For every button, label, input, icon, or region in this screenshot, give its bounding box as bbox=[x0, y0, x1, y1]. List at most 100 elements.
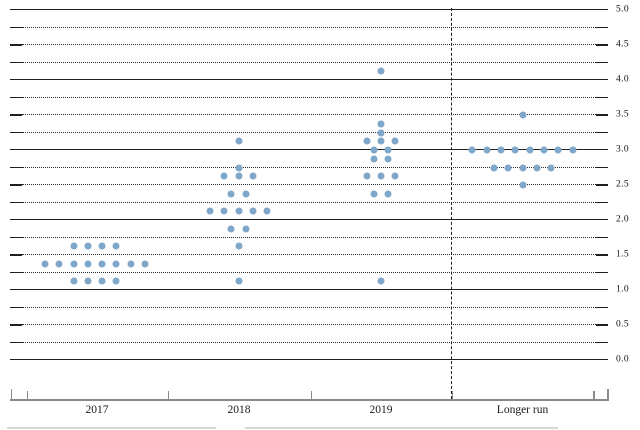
projection-dot bbox=[370, 146, 378, 154]
gridline-end-cap bbox=[595, 61, 608, 64]
gridline-end-cap bbox=[595, 166, 608, 169]
gridline-end-cap bbox=[10, 201, 22, 204]
gridline-end-cap bbox=[10, 324, 22, 326]
projection-dot bbox=[249, 207, 257, 215]
gridline-end-cap bbox=[10, 341, 22, 344]
gridline-solid bbox=[10, 9, 608, 11]
projection-dot bbox=[220, 172, 228, 180]
projection-dot bbox=[235, 164, 242, 171]
projection-dot bbox=[112, 277, 120, 285]
x-axis-tick bbox=[593, 391, 595, 399]
projection-dot bbox=[377, 67, 385, 75]
projection-dot bbox=[263, 207, 271, 215]
y-axis-label: 5.0 bbox=[616, 4, 630, 15]
gridline-dotted bbox=[22, 166, 596, 168]
projection-dot bbox=[41, 260, 49, 268]
projection-dot bbox=[384, 190, 392, 198]
projection-dot bbox=[547, 164, 555, 171]
gridline-solid bbox=[10, 289, 608, 291]
projection-dot bbox=[377, 120, 385, 128]
gridline-end-cap bbox=[10, 254, 22, 256]
projection-dot bbox=[235, 137, 242, 145]
projection-dot bbox=[84, 242, 92, 250]
projection-dot bbox=[242, 190, 250, 198]
projection-dot bbox=[391, 172, 399, 180]
projection-dot bbox=[519, 164, 526, 171]
gridline-solid bbox=[10, 79, 608, 81]
gridline-end-cap bbox=[10, 96, 22, 99]
gridline-end-cap bbox=[10, 44, 22, 46]
gridline-dotted bbox=[22, 131, 596, 133]
projection-dot bbox=[384, 146, 392, 154]
projection-dot bbox=[468, 146, 476, 154]
y-axis-label: 3.5 bbox=[616, 109, 630, 120]
gridline-end-cap bbox=[10, 184, 22, 186]
y-axis-label: 2.5 bbox=[616, 179, 630, 190]
projection-dot bbox=[519, 111, 526, 119]
gridline-end-cap bbox=[595, 26, 608, 29]
gridline-dotted bbox=[22, 61, 596, 63]
projection-dot bbox=[227, 190, 235, 198]
projection-dot bbox=[98, 260, 106, 268]
gridline-solid bbox=[10, 359, 608, 361]
gridline-end-cap bbox=[595, 324, 608, 326]
projection-dot bbox=[519, 181, 526, 189]
y-axis-label: 3.0 bbox=[616, 144, 630, 155]
gridline-end-cap bbox=[10, 114, 22, 116]
gridline-dotted bbox=[22, 341, 596, 343]
projection-dot bbox=[127, 260, 135, 268]
projection-dot bbox=[227, 225, 235, 233]
gridline-solid bbox=[10, 219, 608, 221]
y-axis-label: 2.0 bbox=[616, 214, 630, 225]
projection-dot bbox=[540, 146, 548, 154]
projection-dot bbox=[554, 146, 562, 154]
projection-dot bbox=[70, 277, 77, 285]
projection-dot bbox=[526, 146, 534, 154]
y-axis-label: 4.5 bbox=[616, 39, 630, 50]
projection-dot bbox=[363, 137, 371, 145]
projection-dot bbox=[235, 172, 242, 180]
gridline-dotted bbox=[22, 114, 596, 116]
y-axis-label: 4.0 bbox=[616, 74, 630, 85]
gridline-end-cap bbox=[595, 201, 608, 204]
x-axis-label-2017: 2017 bbox=[85, 404, 109, 416]
gridline-end-cap bbox=[10, 26, 22, 29]
projection-dot bbox=[84, 277, 92, 285]
projection-dot bbox=[377, 172, 385, 180]
projection-dot bbox=[70, 242, 77, 250]
projection-dot bbox=[242, 225, 250, 233]
gridline-end-cap bbox=[10, 236, 22, 239]
bottom-rule bbox=[245, 427, 558, 429]
x-axis-tick bbox=[26, 391, 29, 399]
projection-dot bbox=[483, 146, 491, 154]
gridline-end-cap bbox=[595, 44, 608, 46]
projection-dot bbox=[249, 172, 257, 180]
gridline-end-cap bbox=[10, 166, 22, 169]
gridline-end-cap bbox=[595, 254, 608, 256]
gridline-end-cap bbox=[10, 131, 22, 134]
projection-dot bbox=[70, 260, 77, 268]
projection-dot bbox=[490, 164, 498, 171]
gridline-end-cap bbox=[10, 61, 22, 64]
gridline-dotted bbox=[22, 184, 596, 186]
gridline-dotted bbox=[22, 306, 596, 308]
projection-dot bbox=[377, 137, 385, 145]
gridline-end-cap bbox=[595, 306, 608, 309]
projection-dot bbox=[569, 146, 577, 154]
projection-dot bbox=[377, 129, 385, 136]
projection-dot bbox=[220, 207, 228, 215]
projection-dot bbox=[112, 242, 120, 250]
projection-dot bbox=[533, 164, 541, 171]
y-axis-label: 1.0 bbox=[616, 284, 630, 295]
gridline-solid bbox=[10, 149, 608, 151]
x-axis-end-cap bbox=[607, 389, 609, 399]
gridline-end-cap bbox=[595, 184, 608, 186]
x-axis-label-longer-run: Longer run bbox=[496, 404, 549, 416]
gridline-dotted bbox=[22, 271, 596, 273]
projection-dot bbox=[384, 155, 392, 163]
projection-dot bbox=[235, 207, 242, 215]
projection-dot bbox=[55, 260, 63, 268]
gridline-end-cap bbox=[595, 131, 608, 134]
x-axis-label-2018: 2018 bbox=[227, 404, 251, 416]
